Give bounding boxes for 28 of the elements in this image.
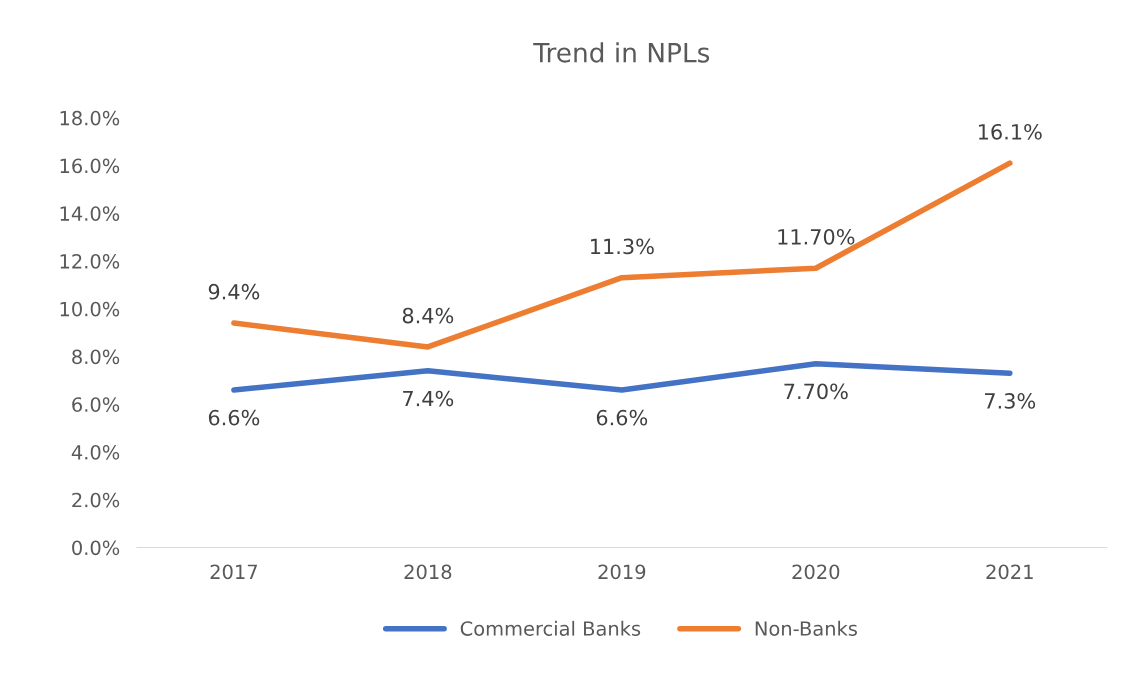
data-label: 6.6% bbox=[208, 409, 260, 426]
data-label: 7.3% bbox=[985, 393, 1036, 409]
x-tick-label: 2021 bbox=[986, 564, 1033, 580]
data-label: 11.3% bbox=[591, 238, 654, 255]
y-tick-label: 18.0% bbox=[60, 110, 120, 126]
legend-label: Non-Banks bbox=[755, 620, 857, 636]
y-tick-label: 2.0% bbox=[72, 492, 120, 508]
y-tick-label: 8.0% bbox=[72, 349, 120, 365]
data-label: 11.70% bbox=[778, 228, 855, 245]
y-tick-label: 16.0% bbox=[60, 158, 120, 174]
x-tick-label: 2017 bbox=[210, 564, 257, 580]
y-tick-label: 0.0% bbox=[72, 540, 120, 556]
y-tick-label: 14.0% bbox=[60, 206, 120, 221]
y-tick-label: 6.0% bbox=[72, 397, 120, 412]
data-label: 9.4% bbox=[208, 283, 260, 300]
chart-title: Trend in NPLs bbox=[533, 42, 710, 63]
data-label: 16.1% bbox=[978, 123, 1042, 140]
legend-label: Commercial Banks bbox=[460, 620, 641, 636]
y-tick-label: 12.0% bbox=[60, 253, 120, 269]
x-tick-label: 2020 bbox=[792, 564, 840, 580]
data-label: 7.70% bbox=[784, 383, 848, 400]
x-tick-label: 2018 bbox=[404, 564, 452, 580]
data-label: 7.4% bbox=[403, 390, 454, 407]
y-tick-label: 10.0% bbox=[60, 301, 120, 317]
x-tick-label: 2019 bbox=[598, 564, 646, 580]
y-tick-label: 4.0% bbox=[71, 444, 120, 460]
data-label: 6.6% bbox=[596, 409, 648, 426]
data-label: 8.4% bbox=[402, 307, 454, 324]
